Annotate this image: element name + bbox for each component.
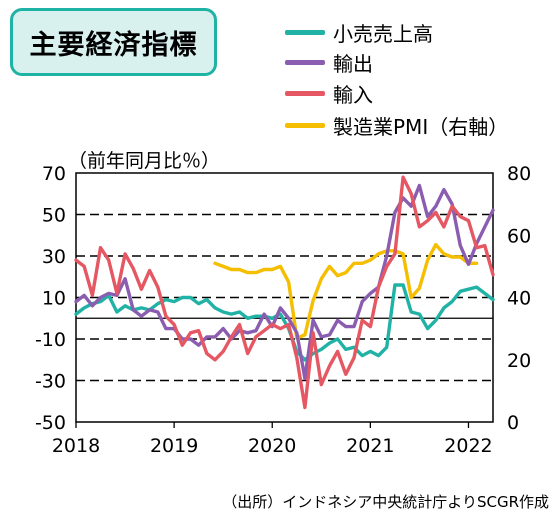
y-left-tick-label: 70	[42, 163, 66, 185]
y-right-tick-label: 40	[507, 288, 531, 310]
legend-label-pmi: 製造業PMI（右軸）	[333, 114, 509, 139]
y-left-tick-label: 10	[42, 288, 66, 310]
legend-item-imports: 輸入	[285, 78, 373, 108]
x-tick-label: 2020	[248, 435, 296, 457]
legend-item-retail: 小売売上高	[285, 17, 433, 47]
y-left-tick-label: -30	[35, 371, 66, 393]
x-tick-label: 2022	[444, 435, 492, 457]
series-line-retail	[74, 283, 495, 362]
series-line-exports	[74, 183, 495, 381]
left-axis-unit-label: （前年同月比％）	[68, 150, 221, 172]
series-line-pmi	[213, 242, 479, 340]
legend-item-exports: 輸出	[285, 47, 373, 77]
source-note: （出所）インドネシア中央統計庁よりSCGR作成	[222, 493, 549, 511]
legend-swatch-imports	[285, 90, 325, 96]
x-tick-label: 2021	[346, 435, 394, 457]
y-left-tick-label: -50	[35, 412, 66, 434]
series-line-imports	[74, 175, 495, 410]
y-right-tick-label: 60	[507, 225, 531, 247]
legend-label-retail: 小売売上高	[333, 21, 433, 46]
x-tick-label: 2019	[150, 435, 198, 457]
legend-swatch-pmi	[285, 122, 325, 128]
y-left-tick-label: 50	[42, 205, 66, 227]
y-left-tick-label: 30	[42, 246, 66, 268]
y-left-tick-label: -10	[35, 329, 66, 351]
legend-label-exports: 輸出	[333, 51, 373, 76]
legend-label-imports: 輸入	[333, 82, 373, 107]
legend-swatch-retail	[285, 29, 325, 35]
legend-item-pmi: 製造業PMI（右軸）	[285, 110, 508, 140]
chart-title: 主要経済指標	[10, 8, 217, 76]
y-right-tick-label: 80	[507, 163, 531, 185]
x-tick-label: 2018	[52, 435, 100, 457]
y-right-tick-label: 0	[507, 412, 519, 434]
legend-swatch-exports	[285, 59, 325, 65]
y-right-tick-label: 20	[507, 350, 531, 372]
